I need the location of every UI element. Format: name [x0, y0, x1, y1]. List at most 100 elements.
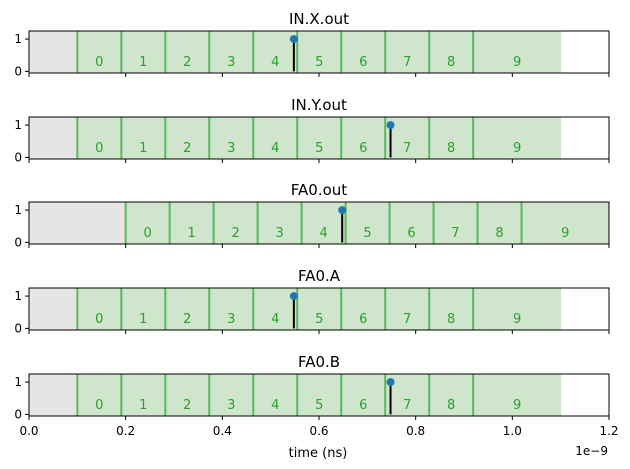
- slot-label: 3: [227, 398, 235, 413]
- y-tick-label: 1: [14, 118, 22, 132]
- slot-label: 5: [315, 398, 323, 413]
- slot-label: 9: [513, 398, 521, 413]
- x-tick-label: 0.6: [309, 424, 328, 438]
- idle-region: [29, 117, 78, 159]
- slot-label: 8: [447, 141, 455, 156]
- y-tick-label: 0: [14, 321, 22, 335]
- y-tick-label: 0: [14, 235, 22, 249]
- x-tick-label: 1.0: [503, 424, 522, 438]
- slot-label: 6: [359, 312, 367, 327]
- event-marker: [289, 35, 298, 44]
- y-tick-label: 0: [14, 407, 22, 421]
- event-marker: [338, 206, 347, 215]
- subplot-title: FA0.out: [291, 181, 348, 199]
- subplot-title: IN.Y.out: [291, 96, 347, 114]
- plot-area: 0 1 2 3 4 5 6 7 8 9: [29, 117, 562, 159]
- slot-label: 4: [271, 55, 279, 70]
- slot-label: 0: [95, 312, 103, 327]
- slot-band: [77, 288, 562, 330]
- slot-label: 6: [407, 226, 415, 241]
- slot-label: 0: [95, 398, 103, 413]
- slot-label: 3: [227, 55, 235, 70]
- shared-x-axis: 0.0 0.2 0.4 0.6 0.8 1.0 1.2: [19, 424, 618, 438]
- slot-label: 2: [183, 141, 191, 156]
- x-tick-label: 0.2: [116, 424, 135, 438]
- slot-label: 9: [561, 226, 569, 241]
- slot-label: 4: [271, 141, 279, 156]
- event-marker: [289, 292, 298, 301]
- slot-label: 1: [139, 398, 147, 413]
- slot-band: [77, 117, 562, 159]
- x-axis-offset-text: 1e−9: [575, 444, 608, 458]
- slot-band: [77, 31, 562, 73]
- slot-label: 4: [271, 398, 279, 413]
- slot-band: [77, 374, 562, 416]
- plot-area: 0 1 2 3 4 5 6 7 8 9: [29, 31, 562, 73]
- slot-label: 7: [403, 398, 411, 413]
- slot-label: 8: [447, 312, 455, 327]
- idle-region: [29, 374, 78, 416]
- slot-label: 6: [359, 398, 367, 413]
- slot-label: 3: [227, 141, 235, 156]
- x-axis-label: time (ns): [289, 446, 348, 461]
- slot-label: 4: [319, 226, 327, 241]
- subplot-1: 0 1 2 3 4 5 6 7 8 9 0 1 IN.Y.out: [14, 96, 610, 164]
- plot-area: 0 1 2 3 4 5 6 7 8 9: [29, 374, 562, 416]
- slot-label: 8: [447, 55, 455, 70]
- slot-label: 8: [495, 226, 503, 241]
- slot-label: 2: [183, 55, 191, 70]
- plot-area: 0 1 2 3 4 5 6 7 8 9: [29, 202, 609, 244]
- slot-label: 1: [139, 141, 147, 156]
- slot-label: 6: [359, 55, 367, 70]
- slot-label: 2: [183, 398, 191, 413]
- subplots: 0 1 2 3 4 5 6 7 8 9 0 1 IN.X.out 0 1 2 3 4 5 6 7 8 9 0 1 IN.Y.out…: [14, 10, 610, 421]
- x-tick-label: 1.2: [599, 424, 618, 438]
- idle-region: [29, 202, 126, 244]
- slot-label: 2: [183, 312, 191, 327]
- slot-label: 0: [95, 55, 103, 70]
- x-tick-label: 0.0: [19, 424, 38, 438]
- subplot-0: 0 1 2 3 4 5 6 7 8 9 0 1 IN.X.out: [14, 10, 610, 78]
- slot-label: 9: [513, 141, 521, 156]
- x-tick-label: 0.4: [213, 424, 232, 438]
- y-tick-label: 1: [14, 375, 22, 389]
- idle-region: [29, 31, 78, 73]
- y-tick-label: 0: [14, 64, 22, 78]
- slot-label: 7: [403, 141, 411, 156]
- event-marker: [386, 121, 395, 130]
- slot-label: 7: [403, 312, 411, 327]
- x-tick-label: 0.8: [406, 424, 425, 438]
- slot-band: [125, 202, 609, 244]
- subplot-title: FA0.A: [298, 267, 341, 285]
- slot-label: 0: [144, 226, 152, 241]
- y-tick-label: 1: [14, 32, 22, 46]
- event-marker: [386, 378, 395, 387]
- slot-label: 3: [275, 226, 283, 241]
- subplot-title: FA0.B: [298, 353, 340, 371]
- slot-label: 7: [451, 226, 459, 241]
- slot-label: 5: [315, 312, 323, 327]
- slot-label: 5: [315, 141, 323, 156]
- idle-region: [29, 288, 78, 330]
- slot-label: 4: [271, 312, 279, 327]
- slot-label: 7: [403, 55, 411, 70]
- y-tick-label: 1: [14, 289, 22, 303]
- subplot-3: 0 1 2 3 4 5 6 7 8 9 0 1 FA0.A: [14, 267, 610, 335]
- y-tick-label: 0: [14, 150, 22, 164]
- slot-label: 1: [139, 312, 147, 327]
- slot-label: 0: [95, 141, 103, 156]
- plot-area: 0 1 2 3 4 5 6 7 8 9: [29, 288, 562, 330]
- slot-label: 5: [363, 226, 371, 241]
- y-tick-label: 1: [14, 203, 22, 217]
- slot-label: 6: [359, 141, 367, 156]
- slot-label: 1: [139, 55, 147, 70]
- slot-label: 9: [513, 55, 521, 70]
- slot-label: 3: [227, 312, 235, 327]
- slot-label: 1: [188, 226, 196, 241]
- subplot-4: 0 1 2 3 4 5 6 7 8 9 0 1 FA0.B: [14, 353, 610, 421]
- subplot-title: IN.X.out: [289, 10, 349, 28]
- slot-label: 8: [447, 398, 455, 413]
- slot-label: 5: [315, 55, 323, 70]
- slot-label: 2: [231, 226, 239, 241]
